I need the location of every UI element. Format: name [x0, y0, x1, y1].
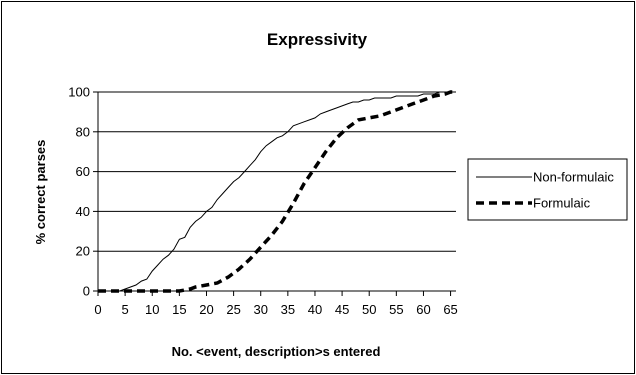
y-tick-label: 60 — [76, 164, 90, 179]
x-tick-label: 45 — [335, 302, 349, 317]
y-tick-label: 40 — [76, 204, 90, 219]
series-line-formulaic — [98, 90, 456, 293]
x-tick-label: 0 — [94, 302, 101, 317]
y-tick-label: 80 — [76, 124, 90, 139]
legend-box — [467, 158, 628, 221]
x-tick-label: 20 — [199, 302, 213, 317]
x-tick-label: 10 — [145, 302, 159, 317]
x-tick-label: 35 — [281, 302, 295, 317]
x-tick-label: 40 — [308, 302, 322, 317]
y-tick-label: 0 — [83, 284, 90, 299]
x-tick-label: 55 — [389, 302, 403, 317]
x-tick-label: 15 — [172, 302, 186, 317]
y-tick-label: 100 — [68, 85, 90, 100]
y-axis-label: % correct parses — [33, 140, 48, 245]
x-axis-label: No. <event, description>s entered — [172, 344, 381, 359]
y-tick-label: 20 — [76, 244, 90, 259]
plot-area: 0 20 40 60 80 100 0 5 10 15 20 25 30 35 40 45 50 55 60 65 — [68, 85, 458, 318]
legend-label: Non-formulaic — [533, 170, 614, 185]
chart-title: Expressivity — [267, 30, 368, 49]
legend-label: Formulaic — [533, 196, 591, 211]
x-tick-label: 30 — [253, 302, 267, 317]
x-tick-label: 25 — [226, 302, 240, 317]
x-tick-label: 60 — [416, 302, 430, 317]
series-line-non-formulaic — [98, 91, 456, 292]
x-tick-label: 5 — [122, 302, 129, 317]
legend: Non-formulaic Formulaic — [467, 158, 628, 221]
x-tick-label: 65 — [443, 302, 457, 317]
x-tick-label: 50 — [362, 302, 376, 317]
